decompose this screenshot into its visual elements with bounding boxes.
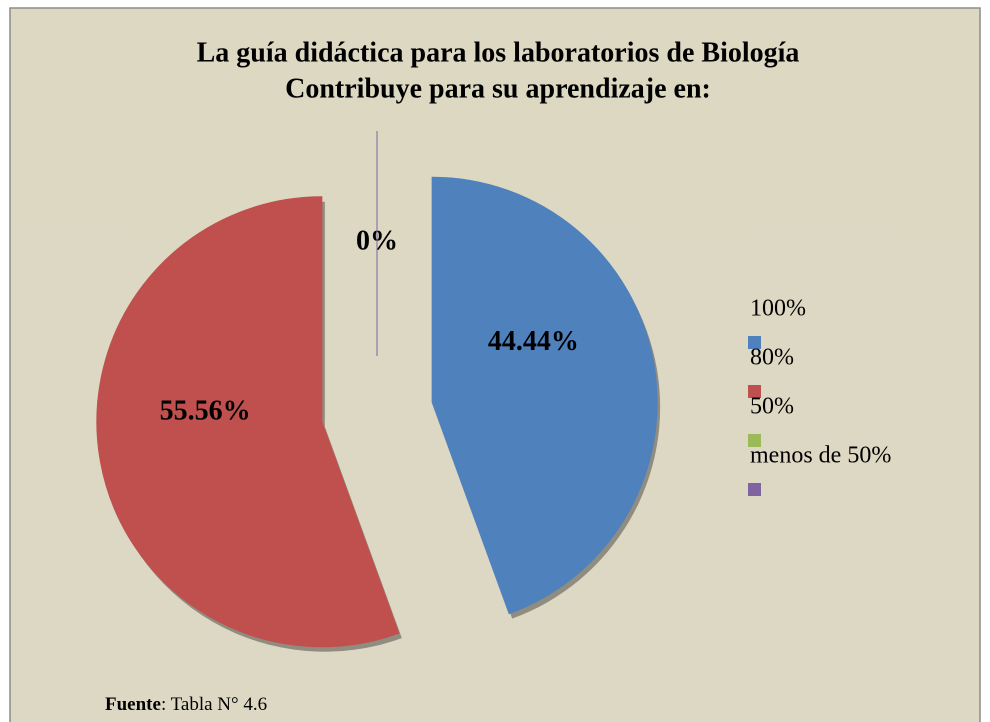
legend-swatch: [748, 385, 761, 398]
data-label: 55.56%: [160, 395, 251, 426]
source-label: Fuente: [105, 694, 161, 715]
legend-label: 50%: [750, 394, 794, 420]
slice: [96, 196, 400, 648]
chart-title: Contribuye para su aprendizaje en:: [285, 73, 711, 104]
legend-swatch: [748, 434, 761, 447]
legend-label: 80%: [750, 345, 794, 371]
legend-swatch: [748, 483, 761, 496]
legend-label: menos de 50%: [750, 443, 891, 469]
chart-title: La guía didáctica para los laboratorios …: [197, 37, 800, 68]
slice: [431, 176, 658, 615]
data-label: 44.44%: [488, 326, 579, 357]
source-note: Fuente: Tabla N° 4.6: [105, 694, 267, 715]
legend-label: 100%: [750, 296, 806, 322]
source-text: : Tabla N° 4.6: [161, 694, 267, 715]
legend-swatch: [748, 336, 761, 349]
